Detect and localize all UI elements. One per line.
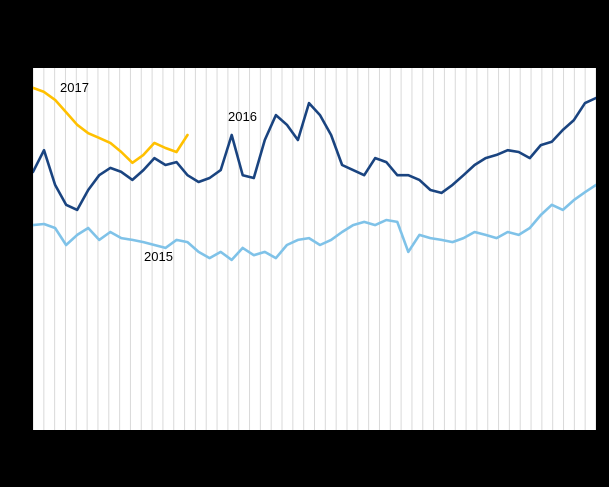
plot-area: 2017 2016 2015 xyxy=(33,68,596,430)
series-label-2017: 2017 xyxy=(60,80,89,95)
gridlines xyxy=(33,68,596,430)
line-chart xyxy=(33,68,596,430)
series-line-2017 xyxy=(33,86,189,165)
series-line-2016 xyxy=(33,96,596,212)
series-label-2016: 2016 xyxy=(228,109,257,124)
series-line-2015 xyxy=(33,183,596,262)
series-label-2015: 2015 xyxy=(144,249,173,264)
